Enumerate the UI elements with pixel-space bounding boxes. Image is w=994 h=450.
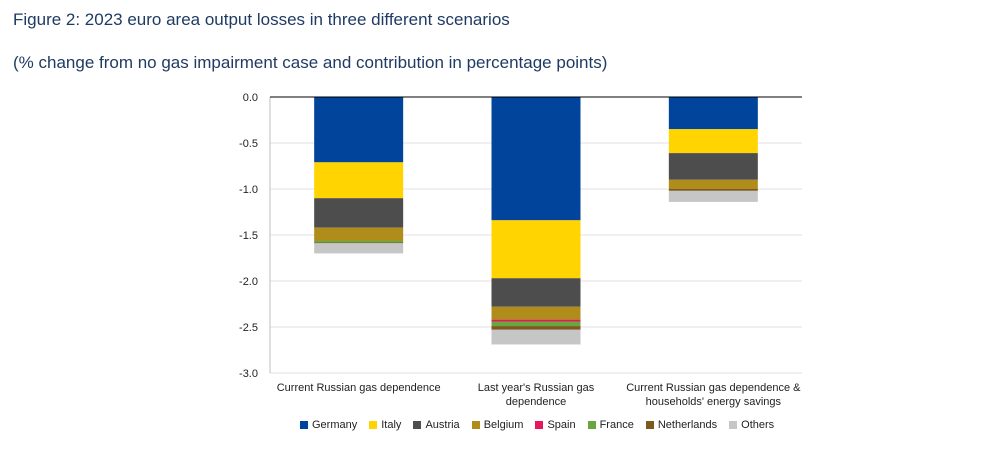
category-label: Last year's Russian gas — [478, 382, 595, 394]
bar-segment-italy — [668, 129, 758, 154]
category-label: households' energy savings — [646, 396, 782, 408]
bar-segment-italy — [314, 162, 404, 199]
bar-segment-netherlands — [491, 326, 581, 330]
category-label: Current Russian gas dependence — [277, 382, 441, 394]
y-tick-label: -1.5 — [239, 230, 258, 242]
legend-swatch — [300, 421, 308, 429]
legend-label: Italy — [381, 419, 402, 431]
legend-label: Germany — [312, 419, 358, 431]
legend-item-italy: Italy — [369, 419, 401, 431]
bar-segment-austria — [668, 153, 758, 180]
legend-label: Austria — [425, 419, 460, 431]
y-tick-label: -0.5 — [239, 138, 258, 150]
bar-segment-austria — [491, 278, 581, 307]
y-tick-label: -1.0 — [239, 184, 258, 196]
category-label: dependence — [506, 396, 567, 408]
legend-item-others: Others — [729, 419, 774, 431]
y-tick-label: -3.0 — [239, 368, 258, 380]
bar-segment-germany — [668, 97, 758, 130]
bar-segment-belgium — [491, 306, 581, 320]
legend-item-austria: Austria — [413, 419, 460, 431]
bar-segment-spain — [491, 319, 581, 322]
legend-item-france: France — [587, 419, 634, 431]
legend-swatch — [369, 421, 378, 429]
bar-segment-others — [491, 329, 581, 345]
legend-label: Spain — [547, 419, 576, 431]
bar-segment-france — [314, 240, 404, 243]
chart-subtitle: (% change from no gas impairment case an… — [13, 53, 608, 72]
legend-item-spain: Spain — [535, 419, 576, 431]
bar-segment-germany — [314, 97, 404, 163]
legend-swatch — [587, 421, 596, 429]
bar-segment-germany — [491, 97, 581, 221]
legend-item-netherlands: Netherlands — [645, 419, 718, 431]
bar-segment-belgium — [314, 227, 404, 241]
bar-segment-austria — [314, 198, 404, 228]
legend-item-belgium: Belgium — [471, 419, 524, 431]
bar-segment-france — [491, 321, 581, 327]
bar-segment-belgium — [668, 179, 758, 189]
bar-segment-netherlands — [314, 242, 404, 244]
y-tick-label: 0.0 — [243, 92, 258, 104]
legend-label: France — [599, 419, 634, 431]
legend-swatch — [413, 421, 422, 429]
legend-label: Belgium — [483, 419, 524, 431]
y-tick-label: -2.5 — [239, 322, 258, 334]
bar-segment-others — [314, 243, 404, 254]
legend-swatch — [471, 421, 480, 429]
legend-item-germany: Germany — [300, 419, 357, 431]
legend-swatch — [645, 421, 654, 429]
chart-title: Figure 2: 2023 euro area output losses i… — [13, 10, 510, 29]
bar-segment-netherlands — [668, 189, 758, 191]
bar-segment-others — [668, 190, 758, 202]
chart-legend: Germany Italy Austria Belgium Spain France Net… — [300, 419, 774, 431]
category-label: Current Russian gas dependence & — [626, 382, 801, 394]
y-tick-label: -2.0 — [239, 276, 258, 288]
bar-segment-italy — [491, 220, 581, 279]
legend-label: Netherlands — [657, 419, 718, 431]
legend-swatch — [535, 421, 544, 429]
legend-label: Others — [741, 419, 775, 431]
legend-swatch — [729, 421, 738, 429]
